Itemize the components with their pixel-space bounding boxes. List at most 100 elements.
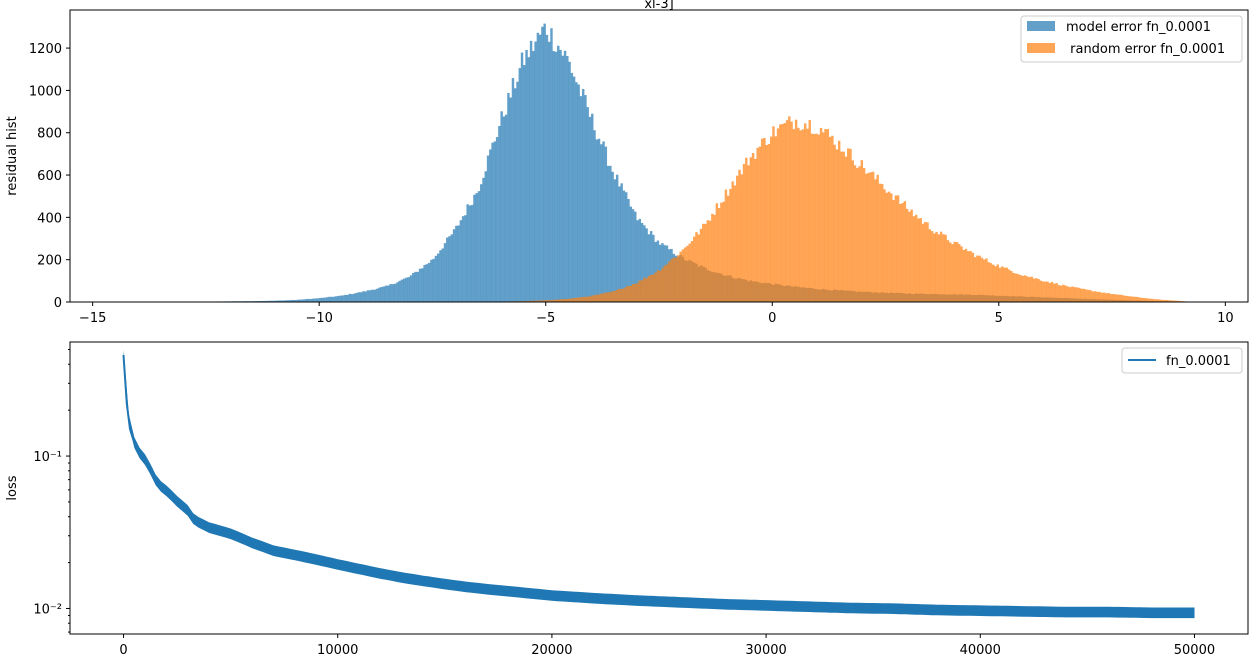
- histogram-bar: [781, 124, 784, 302]
- histogram-bar: [577, 297, 580, 302]
- histogram-bar: [772, 126, 775, 302]
- histogram-bar: [1173, 300, 1176, 302]
- histogram-bar: [588, 296, 592, 302]
- histogram-bar: [763, 137, 766, 302]
- histogram-panel: xl-3] −15 −10 −5 0 5 10 0 200 400 600 800 1000 1200…: [5, 0, 1249, 326]
- histogram-bar: [706, 220, 709, 302]
- histogram-bar: [928, 229, 931, 302]
- histogram-bar: [792, 129, 796, 302]
- loss-series-line: [122, 354, 1195, 614]
- histogram-bar: [389, 284, 392, 302]
- histogram-bar: [776, 128, 780, 302]
- x-tick-label: −5: [536, 311, 555, 326]
- histogram-bar: [613, 290, 617, 302]
- histogram-bar: [296, 299, 299, 302]
- histogram-bar: [998, 267, 1002, 302]
- histogram-bar: [418, 268, 422, 302]
- histogram-bar: [1177, 300, 1181, 302]
- histogram-bar: [443, 243, 447, 302]
- histogram-bar: [652, 274, 655, 302]
- histogram-bar: [1012, 272, 1015, 302]
- histogram-bar: [369, 290, 372, 302]
- histogram-bar: [1105, 293, 1108, 302]
- y-tick-label: 1200: [29, 42, 62, 57]
- histogram-bar: [568, 61, 571, 302]
- histogram-bar: [518, 68, 521, 302]
- histogram-bar: [1016, 274, 1020, 302]
- histogram-bar: [364, 291, 367, 302]
- histogram-bar: [1075, 287, 1079, 302]
- histogram-bar: [545, 34, 549, 303]
- histogram-bar: [1007, 269, 1011, 302]
- histogram-bar: [1170, 300, 1174, 302]
- histogram-bar: [627, 285, 630, 302]
- histogram-bar: [944, 234, 947, 302]
- histogram-bar: [618, 288, 621, 302]
- histogram-bar: [901, 203, 904, 302]
- histogram-bar: [668, 261, 671, 302]
- histogram-bar: [871, 171, 875, 302]
- histogram-bar: [930, 231, 934, 302]
- histogram-bar: [708, 220, 712, 302]
- histogram-bar: [686, 245, 689, 302]
- histogram-bar: [1107, 293, 1110, 302]
- histogram-bar: [359, 292, 363, 302]
- histogram-bar: [507, 92, 510, 303]
- histogram-bar: [493, 141, 497, 302]
- histogram-bar: [550, 28, 553, 303]
- histogram-bar: [713, 214, 716, 302]
- histogram-bar: [1109, 294, 1113, 302]
- histogram-bar: [867, 172, 870, 302]
- histogram-bar: [914, 214, 918, 302]
- histogram-bar: [1098, 291, 1101, 302]
- histogram-bar: [810, 133, 814, 302]
- histogram-bar: [924, 221, 927, 302]
- histogram-bar: [480, 184, 483, 302]
- histogram-bar: [1116, 294, 1120, 302]
- histogram-bar: [622, 190, 626, 302]
- x-tick-label: 30000: [745, 643, 786, 658]
- loss-legend: fn_0.0001: [1121, 347, 1243, 374]
- histogram-bar: [423, 264, 426, 302]
- histogram-bar: [883, 189, 886, 302]
- x-tick-label: −15: [79, 311, 106, 326]
- y-tick-label: 400: [37, 211, 62, 226]
- histogram-bar: [808, 120, 811, 302]
- histogram-bar: [659, 270, 662, 302]
- histogram-bar: [840, 151, 843, 302]
- histogram-bar: [572, 298, 576, 302]
- x-tick-label: 5: [995, 311, 1003, 326]
- histogram-bar: [731, 181, 734, 302]
- histogram-bar: [307, 298, 311, 302]
- histogram-bar: [765, 145, 768, 302]
- histogram-bar: [672, 257, 676, 302]
- histogram-bar: [1161, 299, 1165, 302]
- loss-panel: 0 10000 20000 30000 40000 50000 10⁻² 10⁻¹ loss…: [5, 341, 1249, 658]
- histogram-bar: [425, 264, 429, 302]
- histogram-bar: [976, 255, 979, 302]
- histogram-bar: [563, 50, 567, 302]
- histogram-bar: [1062, 284, 1065, 302]
- histogram-bar: [715, 203, 719, 302]
- histogram-bar: [407, 277, 410, 302]
- histogram-bar: [541, 26, 544, 303]
- histogram-bar: [602, 141, 605, 302]
- histogram-bar: [989, 263, 993, 302]
- histogram-bar: [964, 248, 968, 302]
- histogram-bar: [692, 236, 696, 302]
- histogram-bar: [933, 233, 936, 302]
- histogram-bar: [615, 289, 619, 302]
- histogram-bar: [874, 179, 877, 302]
- histogram-bar: [903, 201, 907, 302]
- histogram-bar: [665, 264, 669, 302]
- histogram-bar: [1003, 267, 1006, 302]
- histogram-bar: [1093, 291, 1097, 302]
- histogram-bar: [586, 107, 589, 302]
- histogram-y-ticks: 0 200 400 600 800 1000 1200: [29, 42, 70, 311]
- histogram-bar: [604, 146, 608, 302]
- histogram-bar: [638, 280, 642, 302]
- loss-x-ticks: 0 10000 20000 30000 40000 50000: [119, 634, 1215, 658]
- histogram-bar: [853, 165, 857, 302]
- histogram-bar: [1112, 294, 1115, 302]
